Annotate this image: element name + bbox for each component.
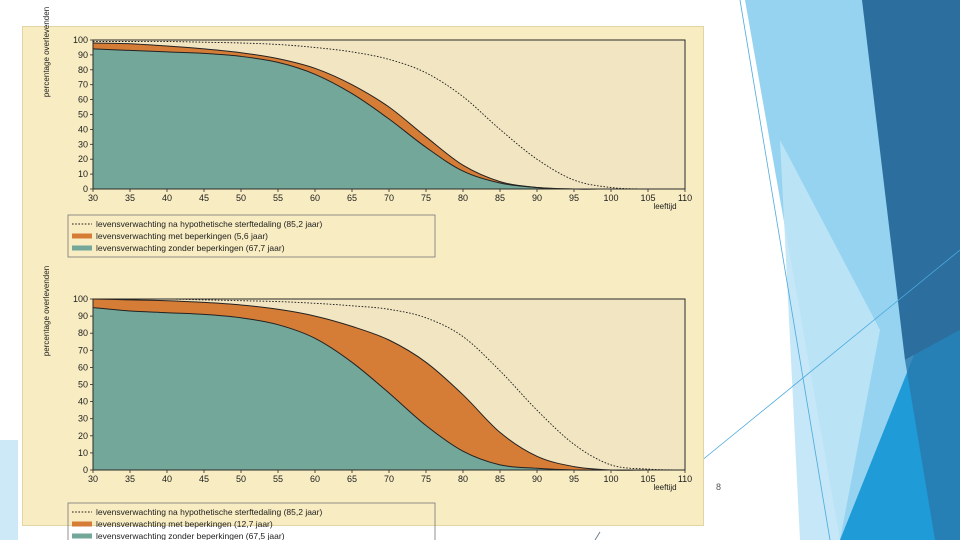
x-tick-label: 50 [236, 474, 246, 484]
y-tick-label: 0 [83, 184, 88, 194]
x-tick-label: 50 [236, 193, 246, 203]
legend-label: levensverwachting na hypothetische sterf… [96, 219, 322, 229]
y-tick-label: 90 [78, 50, 88, 60]
chart-figure: 0 10 20 30 40 50 60 70 80 90 100 30 35 40 45 50 55 60 65 70… [22, 7, 704, 540]
y-tick-label: 20 [78, 431, 88, 441]
legend-label: levensverwachting zonder beperkingen (67… [96, 243, 285, 253]
x-tick-label: 45 [199, 193, 209, 203]
x-tick-label: 75 [421, 193, 431, 203]
series-area-zonder-beperkingen [93, 48, 685, 190]
x-tick-label: 105 [640, 193, 655, 203]
survival-chart-bottom: 0 10 20 30 40 50 60 70 80 90 100 30 35 40 45 50 55 60 65 70… [42, 266, 692, 540]
x-tick-label: 75 [421, 474, 431, 484]
x-tick-label: 70 [384, 193, 394, 203]
x-tick-label: 110 [678, 193, 692, 203]
series-line-met-beperkingen [92, 298, 685, 471]
x-tick-label: 90 [532, 193, 542, 203]
y-tick-label: 0 [83, 465, 88, 475]
legend-swatch-zonder-beperkingen [72, 533, 92, 539]
y-tick-label: 10 [78, 169, 88, 179]
deco-line [689, 249, 960, 471]
series-area-zonder-beperkingen [93, 307, 685, 471]
legend-swatch-met-beperkingen [72, 521, 92, 527]
x-tick-label: 95 [569, 193, 579, 203]
y-tick-label: 10 [78, 448, 88, 458]
x-tick-label: 55 [273, 474, 283, 484]
x-tick-label: 35 [125, 193, 135, 203]
x-tick-label: 30 [88, 193, 98, 203]
x-axis-label: leeftijd [653, 483, 676, 492]
y-axis-label: percentage overlevenden [42, 7, 51, 97]
y-tick-label: 90 [78, 311, 88, 321]
legend-swatch-met-beperkingen [72, 233, 92, 239]
x-tick-label: 45 [199, 474, 209, 484]
x-tick-label: 105 [640, 474, 655, 484]
x-tick-label: 95 [569, 474, 579, 484]
y-tick-label: 50 [78, 110, 88, 120]
legend-label: levensverwachting met beperkingen (5,6 j… [96, 231, 268, 241]
x-tick-label: 65 [347, 193, 357, 203]
y-axis-label: percentage overlevenden [42, 266, 51, 356]
survival-chart-top: 0 10 20 30 40 50 60 70 80 90 100 30 35 40 45 50 55 60 65 70… [42, 7, 692, 258]
x-tick-label: 80 [458, 474, 468, 484]
x-tick-label: 85 [495, 474, 505, 484]
legend-label: levensverwachting zonder beperkingen (67… [96, 531, 285, 540]
y-tick-label: 40 [78, 397, 88, 407]
legend-label: levensverwachting met beperkingen (12,7 … [96, 519, 273, 529]
y-tick-label: 40 [78, 124, 88, 134]
x-tick-label: 110 [678, 474, 692, 484]
y-tick-label: 100 [73, 294, 88, 304]
deco-shape-pale [780, 140, 880, 540]
x-tick-label: 85 [495, 193, 505, 203]
deco-left-tab [0, 440, 18, 540]
y-tick-label: 20 [78, 154, 88, 164]
y-tick-label: 30 [78, 414, 88, 424]
x-tick-label: 40 [162, 193, 172, 203]
y-tick-label: 70 [78, 345, 88, 355]
series-line-hypothetisch [92, 41, 686, 190]
y-tick-label: 60 [78, 362, 88, 372]
x-tick-label: 55 [273, 193, 283, 203]
y-tick-label: 80 [78, 328, 88, 338]
y-tick-label: 30 [78, 139, 88, 149]
series-line-hypothetisch [93, 298, 686, 471]
x-tick-label: 90 [532, 474, 542, 484]
x-tick-label: 60 [310, 193, 320, 203]
deco-line [739, 0, 831, 540]
legend-box [67, 502, 436, 540]
x-tick-label: 80 [458, 193, 468, 203]
x-axis-label: leeftijd [653, 202, 676, 211]
x-tick-label: 100 [603, 474, 618, 484]
y-tick-label: 80 [78, 65, 88, 75]
x-tick-label: 60 [310, 474, 320, 484]
x-tick-label: 100 [603, 193, 618, 203]
deco-line [594, 531, 601, 540]
y-tick-label: 70 [78, 80, 88, 90]
page-number: 8 [716, 482, 722, 492]
x-tick-label: 65 [347, 474, 357, 484]
legend-box [67, 214, 436, 258]
x-tick-label: 70 [384, 474, 394, 484]
legend-label: levensverwachting na hypothetische sterf… [96, 507, 322, 517]
y-tick-label: 60 [78, 95, 88, 105]
deco-shape-deep [905, 330, 960, 540]
y-tick-label: 50 [78, 380, 88, 390]
x-tick-label: 40 [162, 474, 172, 484]
legend-swatch-zonder-beperkingen [72, 245, 92, 251]
x-tick-label: 35 [125, 474, 135, 484]
y-tick-label: 100 [73, 35, 88, 45]
x-tick-label: 30 [88, 474, 98, 484]
